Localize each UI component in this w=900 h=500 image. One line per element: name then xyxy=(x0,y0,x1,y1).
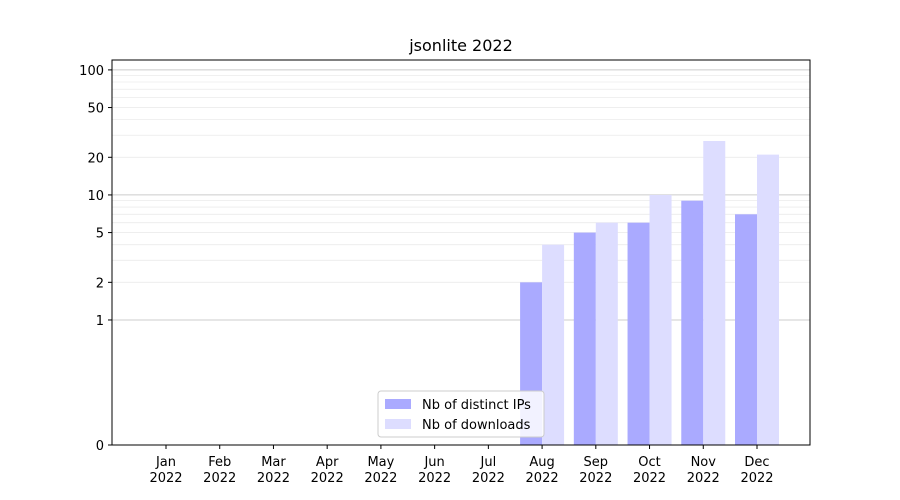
y-tick-label: 5 xyxy=(96,227,104,242)
y-tick-label: 10 xyxy=(87,189,104,204)
bar-nb-of-distinct-ips-sep xyxy=(573,232,596,445)
bar-nb-of-distinct-ips-oct xyxy=(627,222,650,445)
x-tick-label-feb: Feb 2022 xyxy=(203,455,236,486)
legend-label-nb-of-downloads: Nb of downloads xyxy=(422,418,531,433)
x-tick-label-nov: Nov 2022 xyxy=(687,455,720,486)
bar-nb-of-distinct-ips-dec xyxy=(735,214,757,445)
x-tick-year: 2022 xyxy=(472,471,505,486)
bar-nb-of-distinct-ips-nov xyxy=(681,200,704,445)
y-tick-label: 1 xyxy=(96,314,104,329)
plot-frame xyxy=(111,59,811,446)
y-tick-label: 50 xyxy=(87,102,104,117)
x-tick-label-aug: Aug 2022 xyxy=(526,455,559,486)
x-tick-label-apr: Apr 2022 xyxy=(311,455,344,486)
x-tick-label-jul: Jul 2022 xyxy=(472,455,505,486)
bar-nb-of-downloads-nov xyxy=(703,140,726,445)
x-tick-year: 2022 xyxy=(257,471,290,486)
y-tick-label: 2 xyxy=(96,276,104,291)
legend-box xyxy=(377,390,545,438)
legend-swatch-nb-of-distinct-ips xyxy=(385,399,411,409)
x-tick-month: Apr xyxy=(316,455,339,470)
bar-nb-of-downloads-oct xyxy=(649,194,672,445)
legend-label-nb-of-distinct-ips: Nb of distinct IPs xyxy=(422,398,531,413)
bar-nb-of-downloads-aug xyxy=(542,244,565,445)
x-tick-label-oct: Oct 2022 xyxy=(633,455,666,486)
x-tick-month: Nov xyxy=(691,455,717,470)
legend: Nb of distinct IPs Nb of downloads xyxy=(377,390,545,438)
bar-nb-of-downloads-sep xyxy=(595,222,618,445)
y-axis: 0 1 2 5 10 20 50 100 xyxy=(79,64,112,454)
x-tick-label-sep: Sep 2022 xyxy=(579,455,612,486)
x-tick-year: 2022 xyxy=(418,471,451,486)
y-tick-label: 0 xyxy=(96,439,104,454)
bar-nb-of-downloads-dec xyxy=(757,154,779,446)
x-tick-month: Jul xyxy=(480,455,497,470)
x-tick-year: 2022 xyxy=(526,471,559,486)
y-tick-label: 100 xyxy=(79,64,104,79)
legend-swatch-nb-of-downloads xyxy=(385,419,411,429)
x-tick-label-jan: Jan 2022 xyxy=(149,455,182,486)
chart-title: jsonlite 2022 xyxy=(408,36,513,55)
x-tick-year: 2022 xyxy=(687,471,720,486)
x-tick-label-may: May 2022 xyxy=(364,455,397,486)
x-tick-month: Sep xyxy=(584,455,609,470)
x-tick-year: 2022 xyxy=(579,471,612,486)
y-tick-label: 20 xyxy=(87,151,104,166)
x-tick-label-jun: Jun 2022 xyxy=(418,455,451,486)
x-tick-year: 2022 xyxy=(149,471,182,486)
x-tick-label-dec: Dec 2022 xyxy=(740,455,773,486)
x-tick-month: Aug xyxy=(529,455,554,470)
x-tick-month: Oct xyxy=(638,455,660,470)
minor-gridlines xyxy=(112,75,810,283)
x-tick-month: Dec xyxy=(744,455,769,470)
x-tick-year: 2022 xyxy=(633,471,666,486)
bars xyxy=(520,140,779,446)
x-tick-year: 2022 xyxy=(740,471,773,486)
x-tick-year: 2022 xyxy=(203,471,236,486)
x-tick-label-mar: Mar 2022 xyxy=(257,455,290,486)
x-tick-year: 2022 xyxy=(311,471,344,486)
x-tick-month: Jan xyxy=(155,455,176,470)
x-tick-month: Feb xyxy=(208,455,231,470)
x-tick-year: 2022 xyxy=(364,471,397,486)
x-tick-month: Jun xyxy=(423,455,444,470)
x-tick-month: May xyxy=(367,455,394,470)
x-tick-month: Mar xyxy=(261,455,286,470)
